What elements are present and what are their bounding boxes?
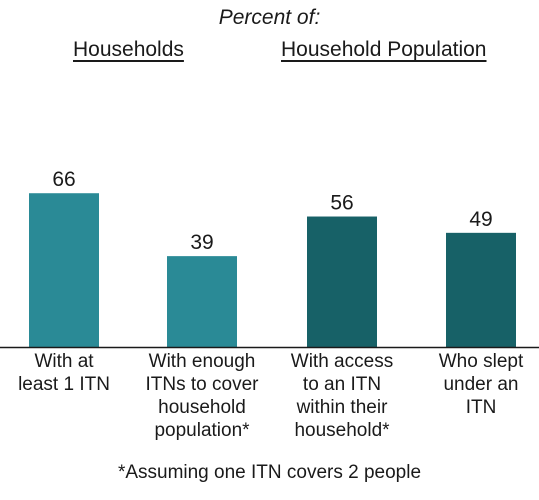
x-tick-label-line: under an: [443, 374, 519, 395]
data-label-2: 39: [190, 231, 213, 254]
x-tick-label-line: least 1 ITN: [18, 374, 110, 395]
bar-4: [446, 232, 516, 347]
x-tick-label-line: within their: [296, 397, 388, 418]
group-label-households: Households: [73, 38, 184, 61]
bar-2: [167, 256, 237, 347]
x-tick-label-line: household*: [294, 420, 390, 441]
x-tick-label-line: ITN: [465, 397, 497, 418]
x-tick-label-4: Who slept under an ITN: [411, 350, 539, 419]
x-tick-label-3: With access to an ITN within their househol…: [272, 350, 412, 442]
group-label-household-population: Household Population: [281, 38, 487, 61]
x-tick-label-line: ITNs to cover: [145, 374, 259, 395]
x-tick-label-line: household: [158, 397, 246, 418]
x-tick-label-line: With at: [34, 351, 94, 372]
x-tick-label-2: With enough ITNs to cover household populat…: [132, 350, 272, 442]
chart-subtitle: Percent of:: [218, 6, 321, 29]
data-label-3: 56: [330, 192, 353, 215]
data-label-4: 49: [469, 208, 492, 231]
bar-1: [29, 193, 99, 347]
bar-chart: 66 39 56 49: [0, 168, 539, 349]
x-tick-label-line: With enough: [148, 351, 256, 372]
x-tick-label-line: to an ITN: [302, 374, 382, 395]
x-tick-label-line: Who slept: [438, 351, 524, 372]
x-tick-label-line: With access: [290, 351, 394, 372]
data-label-1: 66: [52, 168, 75, 191]
x-tick-label-line: population*: [154, 420, 250, 441]
footnote: *Assuming one ITN covers 2 people: [117, 462, 422, 483]
bar-3: [307, 216, 377, 347]
x-tick-label-1: With at least 1 ITN: [0, 350, 134, 396]
